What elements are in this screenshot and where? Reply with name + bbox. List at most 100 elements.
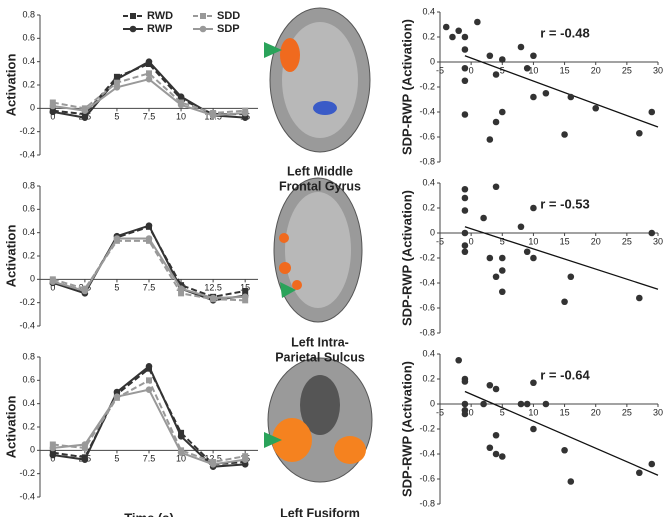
- point: [486, 254, 494, 262]
- x-tick-label: 30: [653, 65, 663, 75]
- marker: [81, 107, 89, 114]
- x-tick-label: 0: [469, 236, 474, 246]
- y-tick-label: 0.2: [22, 250, 35, 260]
- y-tick-label: -0.8: [419, 498, 435, 508]
- y-tick-label: 0.8: [22, 351, 35, 361]
- point: [461, 64, 469, 72]
- marker: [241, 293, 249, 301]
- x-tick-label: 5: [500, 236, 505, 246]
- brain-images: [264, 7, 373, 483]
- point: [480, 400, 487, 408]
- marker: [113, 393, 121, 400]
- x-tick-label: 25: [622, 65, 632, 75]
- point: [530, 52, 537, 60]
- point: [492, 431, 500, 439]
- marker: [177, 285, 185, 292]
- marker: [145, 386, 153, 393]
- point: [486, 52, 494, 60]
- y-tick-label: 0.2: [22, 421, 35, 431]
- activation-blob: [272, 418, 312, 462]
- point: [461, 400, 469, 408]
- point: [492, 385, 500, 393]
- point: [592, 104, 600, 112]
- region-label: Left Fusiform: [280, 506, 360, 517]
- y-tick-label: 0.4: [422, 177, 435, 187]
- point: [517, 43, 525, 51]
- x-tick-label: 10: [528, 65, 538, 75]
- point: [523, 400, 531, 408]
- y-tick-label: 0.2: [422, 373, 435, 383]
- brain-slice: [282, 22, 358, 138]
- marker: [242, 453, 249, 460]
- activation-blob: [279, 233, 289, 243]
- y-tick-label: 0.6: [22, 33, 35, 43]
- y-axis-label: SDP-RWP (Activation): [399, 361, 414, 497]
- legend-label: SDD: [217, 10, 240, 22]
- x-tick-label: 0: [50, 112, 55, 122]
- point: [498, 254, 506, 262]
- marker: [145, 235, 153, 242]
- y-tick-label: -0.6: [419, 131, 435, 141]
- y-axis-label: Activation: [3, 225, 18, 288]
- point: [648, 229, 656, 237]
- x-tick-label: 5: [500, 65, 505, 75]
- point: [542, 89, 550, 97]
- x-axis-label: Time (s): [124, 510, 174, 517]
- point: [492, 71, 500, 78]
- y-tick-label: -0.8: [419, 156, 435, 166]
- point: [455, 27, 462, 35]
- point: [474, 18, 481, 26]
- y-tick-label: -0.2: [19, 297, 35, 307]
- point: [492, 273, 500, 281]
- x-tick-label: -5: [436, 65, 444, 75]
- point: [461, 229, 469, 237]
- y-tick-label: 0.4: [422, 6, 435, 16]
- y-tick-label: 0: [30, 103, 35, 113]
- point: [461, 46, 469, 53]
- y-tick-label: 0.4: [22, 56, 35, 66]
- marker-arrow: [264, 42, 282, 58]
- point: [517, 400, 525, 408]
- point: [517, 223, 525, 231]
- y-tick-label: -0.4: [19, 320, 35, 330]
- annotation: r = -0.53: [540, 196, 590, 211]
- point: [530, 204, 537, 212]
- legend-label: RWD: [147, 10, 173, 22]
- y-tick-label: -0.4: [419, 448, 435, 458]
- point: [636, 294, 643, 302]
- point: [498, 108, 506, 116]
- point: [648, 108, 656, 116]
- point: [486, 444, 494, 452]
- point: [461, 194, 469, 202]
- point: [486, 381, 494, 389]
- point: [461, 33, 469, 41]
- y-tick-label: 0.4: [22, 227, 35, 237]
- marker: [81, 287, 89, 295]
- point: [542, 400, 550, 408]
- point: [492, 183, 500, 191]
- point: [498, 56, 506, 63]
- annotation: r = -0.48: [540, 25, 590, 40]
- y-axis-label: SDP-RWP (Activation): [399, 19, 414, 155]
- point: [523, 64, 531, 72]
- point: [567, 93, 575, 101]
- x-tick-label: 0: [50, 283, 55, 293]
- marker: [49, 108, 57, 116]
- marker: [49, 278, 57, 285]
- point: [486, 136, 494, 143]
- y-tick-label: 0.8: [22, 180, 35, 190]
- point: [530, 254, 537, 262]
- point: [492, 450, 500, 458]
- x-tick-label: 10: [528, 236, 538, 246]
- trend-line: [464, 55, 659, 128]
- point: [455, 356, 462, 364]
- marker: [145, 58, 153, 65]
- point: [461, 248, 469, 256]
- marker: [242, 297, 249, 304]
- point: [442, 23, 450, 31]
- point: [449, 33, 456, 41]
- trend-line: [464, 226, 659, 290]
- y-tick-label: -0.2: [19, 468, 35, 478]
- marker: [49, 99, 56, 106]
- x-tick-label: 15: [560, 407, 570, 417]
